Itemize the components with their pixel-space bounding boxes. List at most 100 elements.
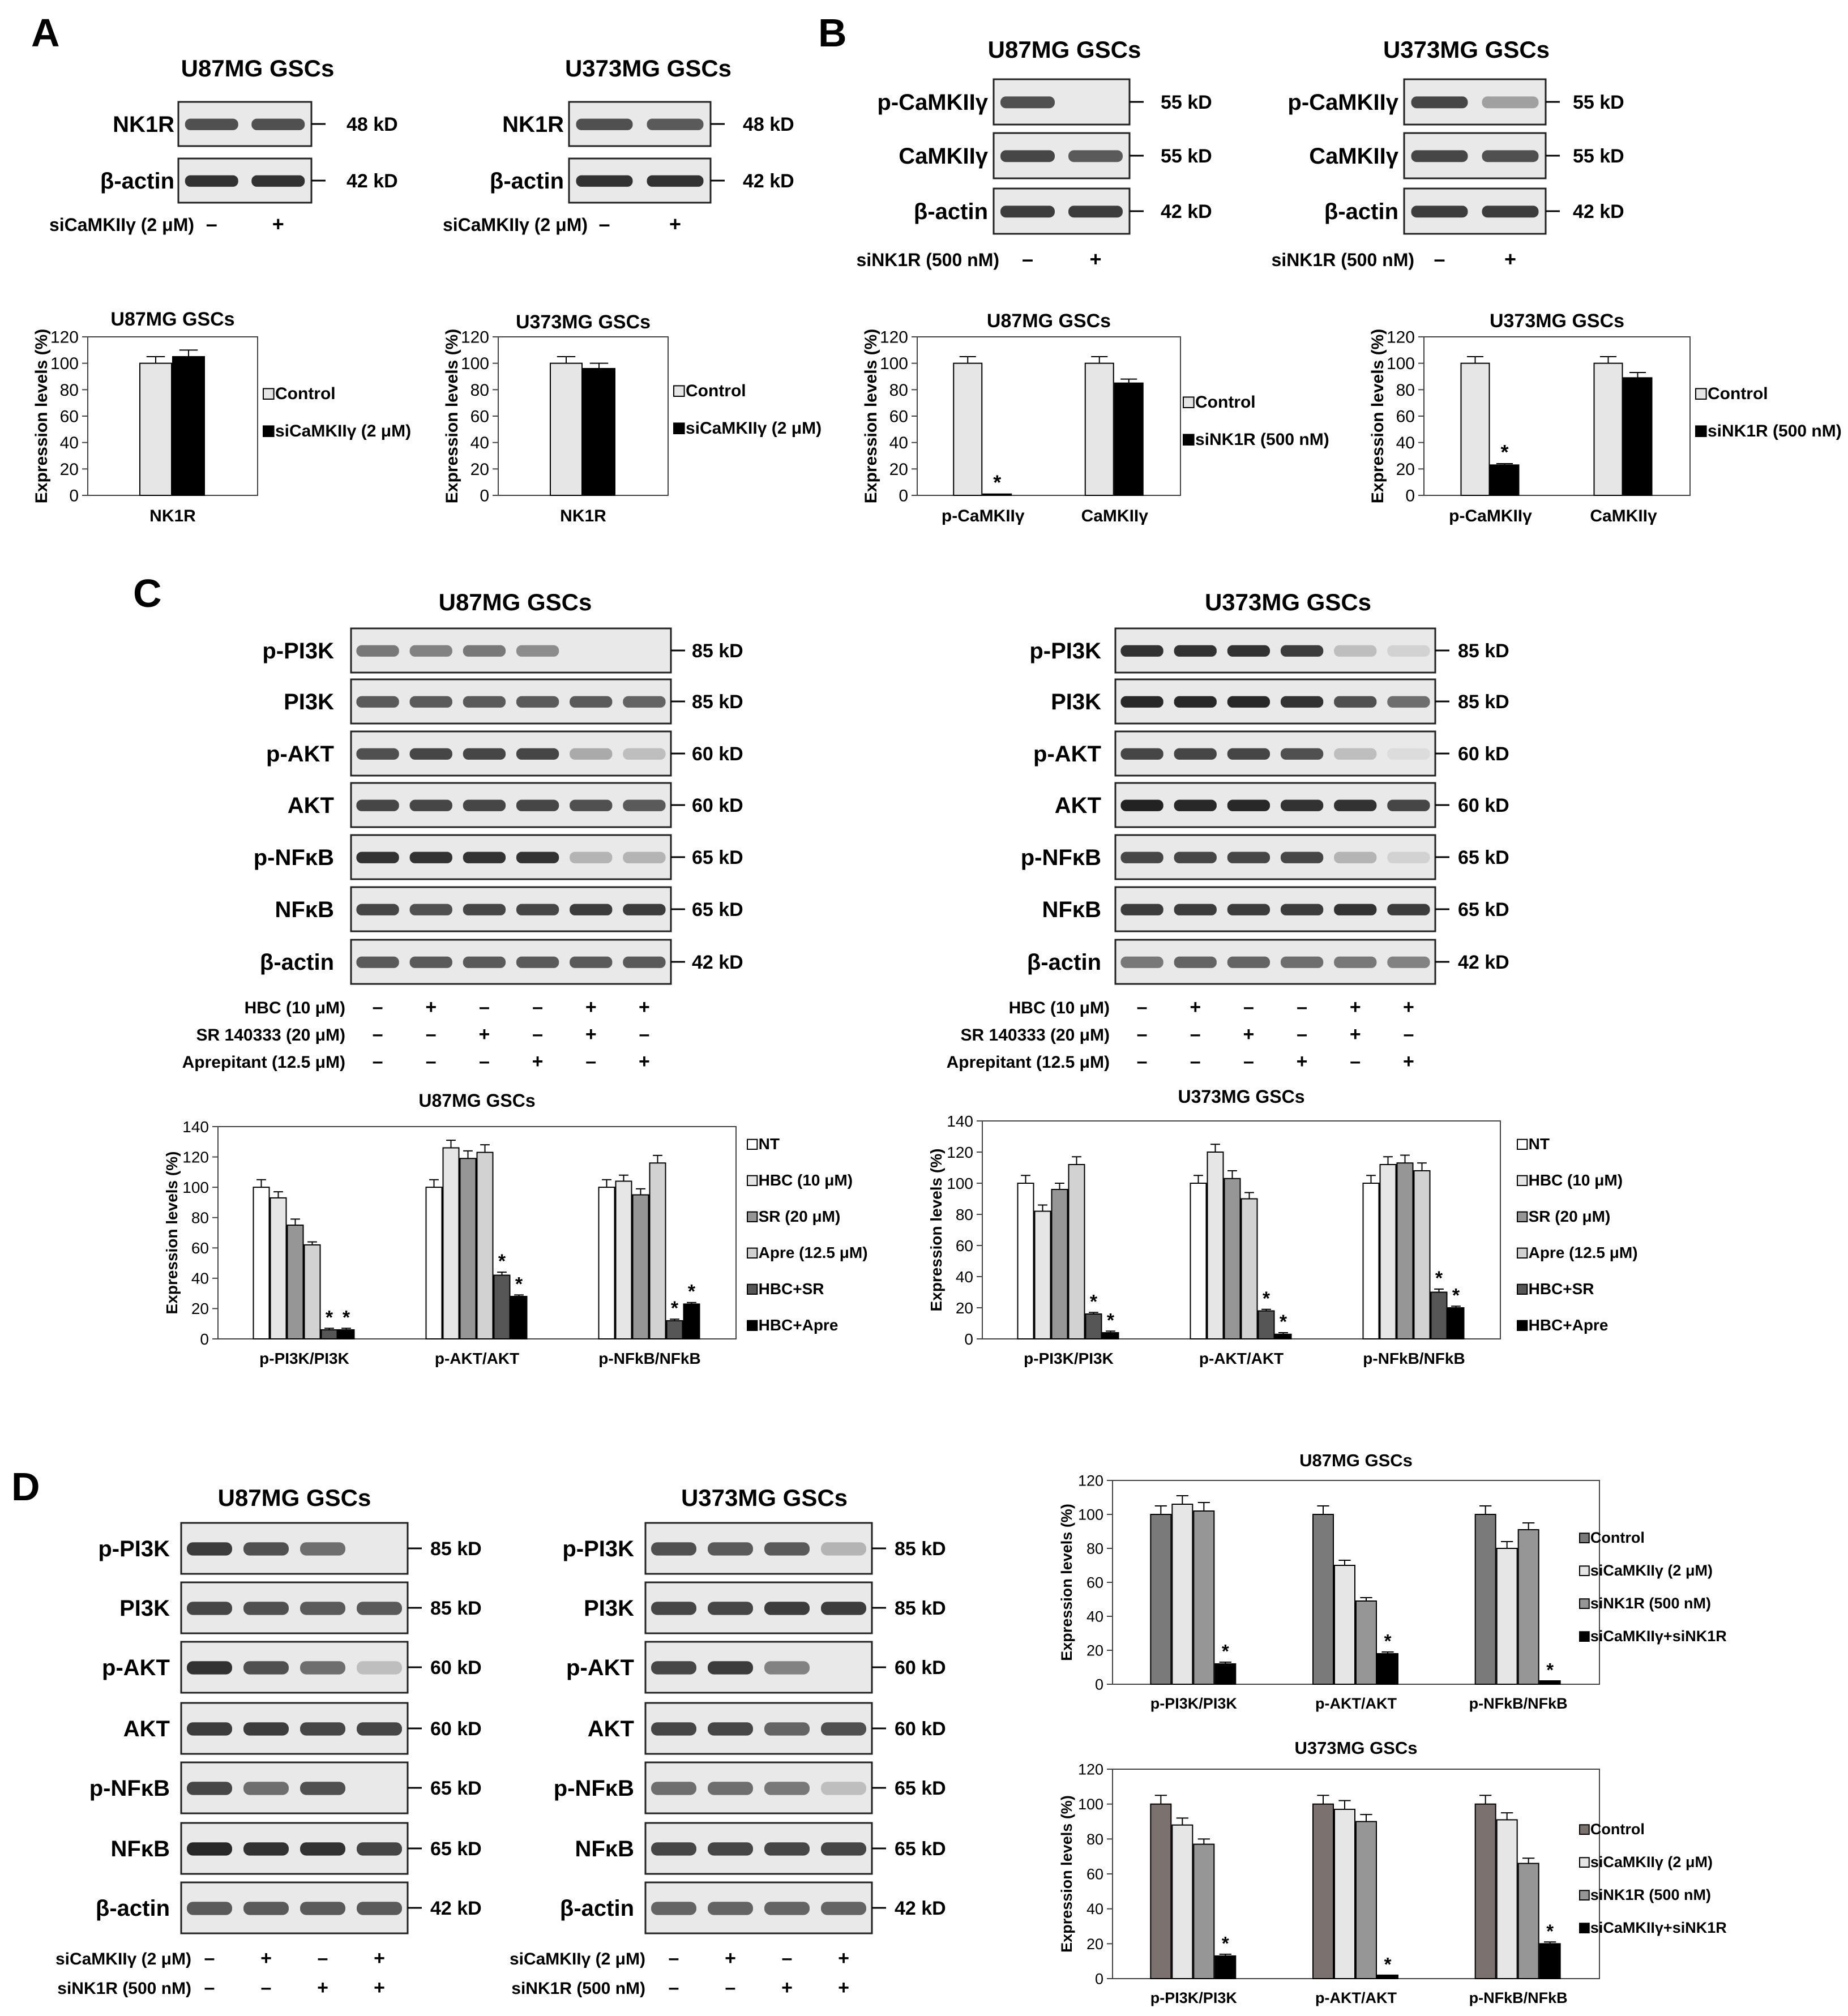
y-axis-label: Expression levels (%) — [862, 329, 880, 503]
blot-row-label: AKT — [1055, 793, 1101, 818]
y-tick-label: 20 — [889, 460, 908, 479]
significance-marker: * — [1452, 1285, 1460, 1306]
blot-band — [1120, 799, 1163, 811]
bar — [1355, 1821, 1377, 1979]
blot-band — [357, 1902, 402, 1915]
blot-condition-sign: + — [374, 1977, 385, 1998]
blot-band — [516, 799, 559, 811]
blot-row-label: p-AKT — [1033, 742, 1101, 767]
blot-band — [463, 645, 506, 657]
blot-band — [1387, 904, 1430, 915]
y-tick-label: 80 — [889, 381, 908, 400]
blot-band — [570, 799, 613, 811]
x-category-label: p-AKT/AKT — [435, 1350, 519, 1367]
blot-condition-sign: – — [373, 996, 383, 1018]
x-category-label: CaMKIIγ — [1081, 507, 1149, 525]
legend-label: HBC (10 μM) — [759, 1171, 853, 1189]
x-category-label: p-CaMKIIγ — [1449, 507, 1532, 525]
y-tick-label: 60 — [191, 1239, 209, 1257]
blot-row-label: CaMKIIγ — [899, 144, 989, 169]
y-tick-label: 120 — [947, 1144, 973, 1161]
blot-band — [187, 1722, 232, 1736]
chart-title: U373MG GSCs — [1178, 1086, 1304, 1107]
blot-condition-sign: + — [1504, 247, 1516, 271]
bar — [1150, 1803, 1172, 1980]
blot-band — [516, 904, 559, 915]
blot-condition-label: siNK1R (500 nM) — [1272, 250, 1415, 270]
x-category-label: NK1R — [560, 507, 606, 525]
y-tick-label: 100 — [947, 1175, 973, 1192]
blot-a-u373: U373MG GSCs NK1R 48 kD β-actin 42 kD siCaMKII… — [443, 55, 794, 236]
blot-row-label: PI3K — [284, 690, 334, 714]
blot-kd-label: 85 kD — [895, 1598, 946, 1619]
blot-band — [651, 1602, 696, 1615]
blot-band — [356, 645, 399, 657]
blot-band — [300, 1842, 345, 1856]
blot-b-u373: U373MG GSCs p-CaMKIIγ 55 kD CaMKIIγ 55 kD β-a… — [1272, 36, 1624, 271]
blot-title: U373MG GSCs — [1205, 589, 1371, 615]
bar — [1171, 1824, 1194, 1980]
blot-band — [1120, 904, 1163, 915]
x-category-label: p-PI3K/PI3K — [1024, 1350, 1114, 1367]
significance-marker: * — [515, 1273, 523, 1295]
blot-kd-label: 60 kD — [1458, 795, 1509, 816]
blot-band — [1174, 696, 1217, 708]
blot-band — [409, 956, 452, 968]
significance-marker: * — [1435, 1268, 1443, 1289]
blot-condition-sign: – — [318, 1947, 328, 1969]
x-category-label: p-NFkB/NFkB — [1469, 1989, 1568, 2006]
blot-band — [1120, 645, 1163, 657]
legend-swatch — [1579, 1565, 1590, 1577]
blot-condition-label: siNK1R (500 nM) — [857, 250, 1000, 270]
blot-c-u373: U373MG GSCs p-PI3K 85 kD PI3K 85 kD p-AKT 60 k… — [947, 589, 1509, 1072]
legend-label: SR (20 μM) — [759, 1208, 841, 1225]
y-tick-label: 80 — [1396, 381, 1415, 400]
blot-kd-label: 65 kD — [430, 1778, 482, 1799]
blot-condition-sign: – — [1350, 1051, 1361, 1072]
legend-label: Control — [1195, 393, 1256, 412]
y-axis-label: Expression levels (%) — [1058, 1504, 1075, 1661]
blot-condition-sign: – — [1297, 996, 1307, 1018]
blot-condition-sign: – — [532, 996, 543, 1018]
blot-row-label: p-PI3K — [98, 1536, 170, 1561]
blot-row-label: p-CaMKIIγ — [1287, 90, 1398, 115]
blot-band — [243, 1661, 289, 1675]
bar — [1460, 362, 1490, 496]
y-tick-label: 60 — [889, 408, 908, 426]
blot-band — [623, 748, 666, 760]
blot-band — [821, 1842, 866, 1856]
significance-marker: * — [1546, 1920, 1554, 1941]
bar — [337, 1329, 355, 1339]
y-tick-label: 80 — [470, 381, 489, 400]
blot-band — [1000, 96, 1055, 109]
blot-title: U373MG GSCs — [1383, 36, 1550, 63]
blot-condition-sign: + — [272, 212, 284, 236]
y-axis-label: Expression levels (%) — [443, 329, 461, 503]
bar — [1413, 1170, 1431, 1339]
blot-band — [1387, 799, 1430, 811]
legend-swatch — [1517, 1138, 1528, 1150]
legend-label: HBC+Apre — [759, 1316, 839, 1334]
blot-band — [1387, 696, 1430, 708]
blot-band — [409, 851, 452, 863]
x-category-label: p-NFkB/NFkB — [598, 1350, 700, 1367]
blot-title: U87MG GSCs — [218, 1484, 371, 1511]
blot-kd-label: 65 kD — [895, 1778, 946, 1799]
bar — [1171, 1504, 1194, 1685]
blot-band — [463, 851, 506, 863]
blot-condition-label: Aprepitant (12.5 μM) — [182, 1053, 345, 1072]
blot-condition-sign: + — [639, 996, 650, 1018]
bar — [1068, 1164, 1085, 1339]
blot-strip — [1114, 939, 1436, 985]
bar — [683, 1303, 700, 1339]
bar — [1102, 1332, 1119, 1339]
blot-strip — [350, 782, 672, 828]
blot-band — [243, 1902, 289, 1915]
bar — [1214, 1955, 1237, 1980]
blot-condition-label: siNK1R (500 nM) — [57, 1979, 191, 1998]
legend-label: NT — [1529, 1135, 1550, 1153]
blot-band — [764, 1602, 810, 1615]
blot-kd-label: 85 kD — [1458, 640, 1509, 662]
